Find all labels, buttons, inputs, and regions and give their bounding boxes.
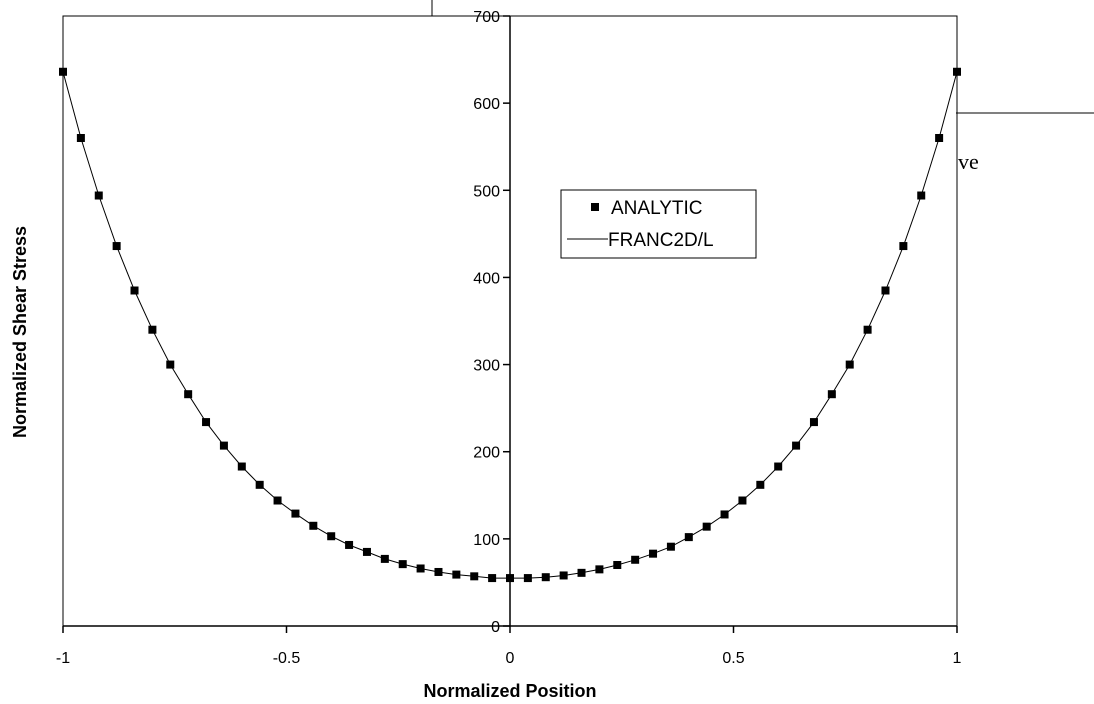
data-point-analytic — [809, 418, 818, 427]
data-point-analytic — [792, 441, 801, 450]
data-point-analytic — [631, 555, 640, 564]
legend: ANALYTIC FRANC2D/L — [560, 189, 757, 259]
data-point-analytic — [881, 286, 890, 295]
data-point-analytic — [684, 533, 693, 542]
data-point-analytic — [559, 571, 568, 580]
data-point-analytic — [309, 521, 318, 530]
data-point-analytic — [738, 496, 747, 505]
y-tick-label: 600 — [473, 96, 500, 113]
y-tick-label: 500 — [473, 183, 500, 200]
data-point-analytic — [112, 242, 121, 251]
data-point-analytic — [184, 390, 193, 399]
legend-label-analytic: ANALYTIC — [611, 198, 703, 219]
x-tick-label: 0 — [506, 650, 515, 667]
data-point-analytic — [130, 286, 139, 295]
data-point-analytic — [595, 565, 604, 574]
data-point-analytic — [935, 134, 944, 142]
y-tick-label: 400 — [473, 270, 500, 287]
data-point-analytic — [756, 480, 765, 489]
fragment-text: ve — [958, 149, 979, 174]
data-point-analytic — [774, 462, 783, 471]
data-point-analytic — [613, 561, 622, 569]
data-point-analytic — [917, 191, 926, 200]
data-point-analytic — [202, 418, 211, 427]
data-point-analytic — [273, 496, 282, 505]
data-point-analytic — [380, 554, 389, 563]
data-point-analytic — [702, 522, 711, 531]
y-tick-label: 300 — [473, 358, 500, 375]
data-point-analytic — [470, 572, 479, 581]
legend-box — [560, 189, 757, 259]
data-point-analytic — [649, 549, 658, 558]
data-point-analytic — [506, 574, 514, 583]
y-tick-label: 0 — [491, 619, 500, 636]
data-point-analytic — [291, 509, 300, 518]
data-point-analytic — [219, 441, 228, 450]
data-point-analytic — [863, 325, 872, 334]
data-point-analytic — [255, 480, 264, 489]
x-tick-label: 1 — [953, 650, 962, 667]
data-point-analytic — [59, 67, 67, 76]
data-point-analytic — [345, 540, 354, 549]
data-point-analytic — [237, 462, 246, 471]
y-tick-label: 700 — [473, 9, 500, 26]
y-axis-title: Normalized Shear Stress — [10, 226, 30, 438]
data-point-analytic — [523, 574, 532, 583]
x-axis-ticks: -1 -0.5 0 0.5 1 — [56, 626, 962, 667]
analytic-series — [59, 67, 961, 583]
data-point-analytic — [398, 560, 407, 569]
data-point-analytic — [827, 390, 836, 399]
data-point-analytic — [666, 542, 675, 551]
y-axis-ticks: 0 100 200 300 400 500 600 700 — [473, 9, 510, 636]
data-point-analytic — [76, 134, 85, 142]
data-point-analytic — [166, 360, 175, 369]
x-tick-label: 0.5 — [722, 650, 744, 667]
data-point-analytic — [488, 574, 497, 583]
data-point-analytic — [94, 191, 103, 200]
y-tick-label: 200 — [473, 445, 500, 462]
x-axis-title: Normalized Position — [423, 681, 596, 701]
data-point-analytic — [327, 532, 336, 541]
data-point-analytic — [434, 567, 443, 576]
data-point-analytic — [148, 325, 157, 334]
x-tick-label: -0.5 — [273, 650, 301, 667]
legend-label-franc2d: FRANC2D/L — [608, 230, 714, 251]
data-point-analytic — [541, 573, 550, 582]
data-point-analytic — [577, 568, 586, 577]
data-point-analytic — [452, 570, 461, 579]
data-point-analytic — [953, 67, 961, 76]
data-point-analytic — [899, 242, 908, 251]
x-tick-label: -1 — [56, 650, 70, 667]
data-point-analytic — [845, 360, 854, 369]
background-fragment: ve — [431, 0, 1094, 174]
legend-marker-analytic — [591, 203, 599, 211]
y-tick-label: 100 — [473, 532, 500, 549]
data-point-analytic — [362, 547, 371, 556]
data-point-analytic — [416, 564, 425, 573]
data-point-analytic — [720, 510, 729, 519]
